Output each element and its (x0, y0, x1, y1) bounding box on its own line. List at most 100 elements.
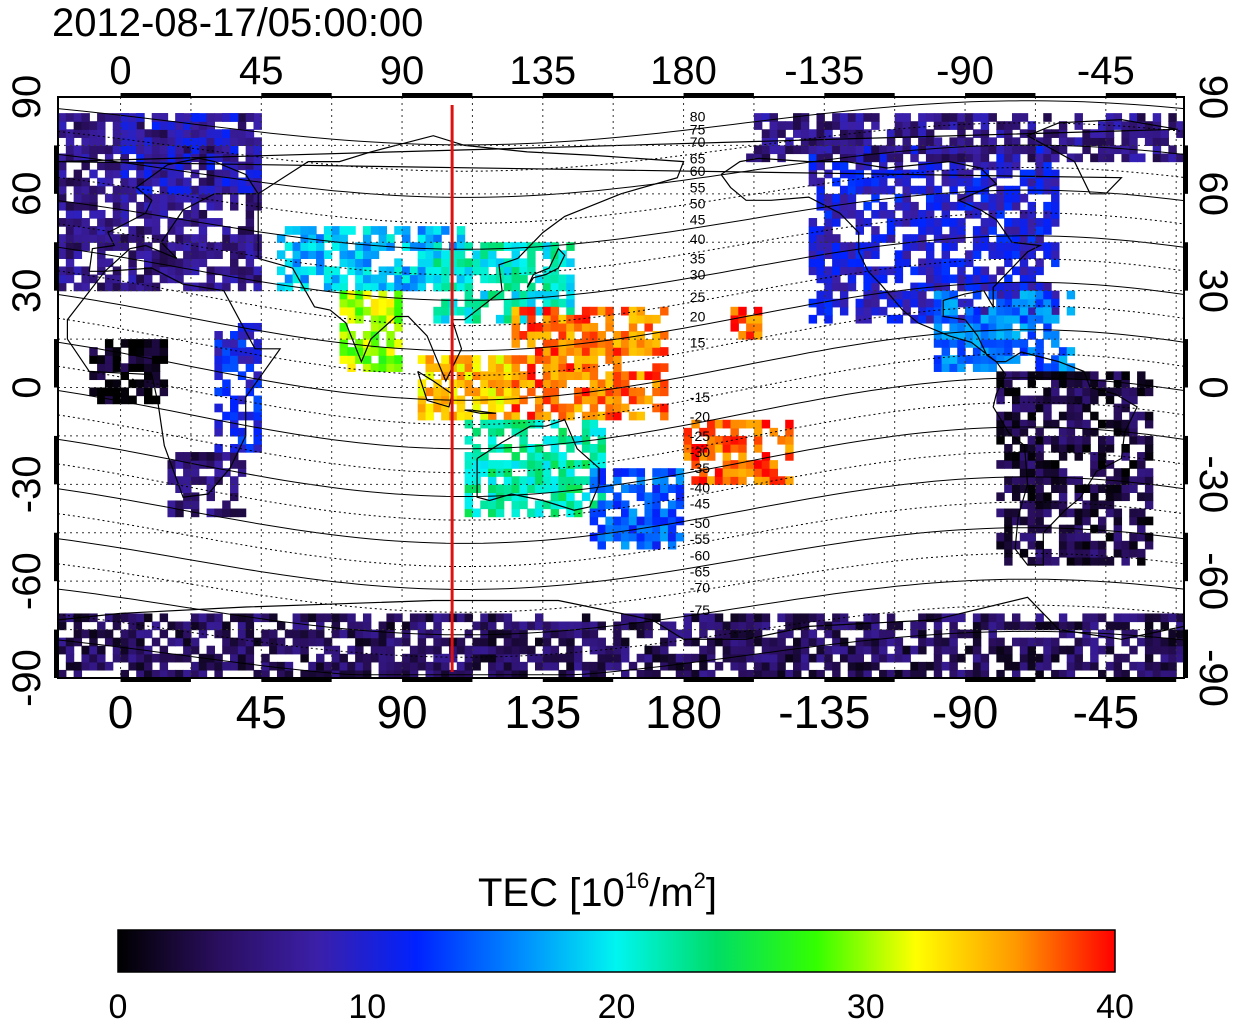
tec-cell-south-america (1082, 403, 1091, 413)
tec-cell-arctic-canada (1043, 137, 1052, 147)
tec-cell-south-america (1027, 500, 1037, 510)
tec-cell-scandinavia-arctic (120, 177, 129, 187)
tec-cell-antarctica (464, 661, 474, 671)
tec-cell-arctic-canada (1121, 153, 1130, 163)
tec-cell-antarctica (1035, 621, 1044, 631)
tec-cell-china (480, 258, 489, 268)
tec-cell-pacific-se (785, 443, 794, 453)
tec-cell-pacific-nw (605, 371, 614, 381)
tec-cell-south-america (1043, 492, 1052, 502)
tec-cell-pacific-nw (628, 371, 638, 381)
tec-cell-antarctica (128, 613, 137, 623)
frame-bar-bottom (824, 677, 895, 682)
tec-cell-south-america (1074, 476, 1083, 485)
tec-cell-south-america (1074, 548, 1083, 558)
tec-cell-south-america (1004, 516, 1013, 526)
tec-cell-antarctica (925, 637, 935, 647)
tec-cell-antarctica (1129, 645, 1138, 655)
frame-bar-left (54, 435, 59, 485)
tec-cell-europe (245, 274, 255, 284)
tec-cell-europe (222, 266, 231, 276)
tec-cell-south-america (1051, 371, 1060, 381)
tec-cell-scandinavia-arctic (175, 145, 184, 155)
tec-cell-pacific-nw (527, 339, 536, 348)
tec-cell-africa-south (183, 476, 192, 485)
tec-cell-north-america (863, 250, 872, 259)
tec-cell-antarctica (660, 645, 669, 655)
tec-cell-antarctica (417, 621, 427, 631)
tec-cell-arctic-canada (800, 121, 810, 130)
tec-cell-antarctica (237, 645, 247, 655)
tec-cell-south-america (1090, 452, 1099, 461)
tec-cell-pacific-nw (519, 371, 528, 381)
tec-cell-south-america (1027, 468, 1037, 477)
tec-cell-antarctica (1113, 653, 1123, 663)
tec-cell-antarctica (370, 629, 380, 639)
tec-cell-europe (190, 209, 200, 219)
tec-cell-china (542, 250, 552, 259)
tec-cell-pacific-nw (613, 331, 622, 340)
tec-cell-asia-mid (402, 282, 411, 292)
tec-cell-north-america (894, 298, 904, 308)
tec-cell-antarctica (605, 661, 614, 671)
tec-cell-antarctica (933, 637, 943, 647)
tec-cell-south-america (1043, 460, 1052, 469)
tec-cell-north-america (941, 201, 951, 211)
tec-cell-pacific-nw (605, 339, 614, 348)
tec-cell-south-america (1082, 500, 1091, 510)
tec-cell-north-america (918, 282, 927, 292)
tec-cell-antarctica (793, 637, 802, 647)
tec-cell-africa-south (222, 508, 231, 518)
tec-cell-antarctica (1160, 645, 1169, 655)
tec-cell-australia (597, 452, 606, 461)
tec-cell-hawaii (738, 306, 747, 316)
tec-cell-china (495, 290, 505, 300)
tec-cell-north-america (1011, 266, 1021, 276)
tec-cell-antarctica (855, 653, 865, 663)
tec-cell-south-america (1043, 500, 1052, 510)
tec-cell-antarctica (136, 661, 145, 671)
grid-lines (58, 97, 1184, 678)
tec-cell-scandinavia-arctic (128, 145, 137, 155)
tec-cell-asia-mid (331, 282, 341, 292)
tec-cell-south-america (1121, 484, 1130, 494)
tec-cell-africa-west (136, 339, 145, 348)
tec-cell-pacific-se (738, 468, 747, 477)
tec-cell-antarctica (120, 653, 129, 663)
tec-cell-arctic-canada (1097, 153, 1107, 163)
tec-cell-asia-mid (355, 282, 364, 292)
tec-cell-australia (511, 427, 520, 437)
tec-cell-pacific-se (691, 476, 700, 485)
tec-cell-north-america (965, 169, 974, 179)
tec-cell-china (464, 258, 474, 268)
tec-cell-europe (65, 250, 75, 259)
tec-cell-south-america (996, 387, 1005, 397)
tec-cell-antarctica (495, 613, 505, 623)
tec-cell-europe (81, 177, 90, 187)
contour-label: 40 (690, 231, 706, 247)
tec-cell-pacific-nw (550, 371, 560, 381)
tec-cell-europe (104, 145, 114, 155)
tec-cell-south-america (1019, 532, 1029, 542)
tec-cell-north-america (918, 306, 927, 316)
tec-cell-antarctica (902, 645, 911, 655)
tec-cell-africa-west (89, 387, 98, 397)
tec-cell-arctic-canada (761, 153, 771, 163)
tec-cell-antarctica (89, 629, 98, 639)
tec-cell-antarctica (542, 629, 552, 639)
tec-cell-arctic-canada (1082, 145, 1091, 155)
tec-cell-asia-mid (339, 226, 348, 235)
tec-cell-antarctica (159, 629, 169, 639)
tec-cell-australia (534, 484, 544, 494)
tec-cell-caribbean (965, 331, 974, 340)
tec-cell-china (464, 306, 474, 316)
tec-cell-north-america (988, 193, 997, 203)
tec-cell-north-america (816, 177, 825, 187)
tec-cell-pacific-se (691, 452, 700, 461)
tec-cell-pacific-nw (636, 339, 646, 348)
tec-cell-asia-mid (331, 234, 341, 243)
tec-cell-china (542, 266, 552, 276)
tec-cell-scandinavia-arctic (183, 161, 192, 171)
tec-cell-antarctica (1144, 621, 1154, 631)
tec-cell-europe (237, 161, 247, 171)
